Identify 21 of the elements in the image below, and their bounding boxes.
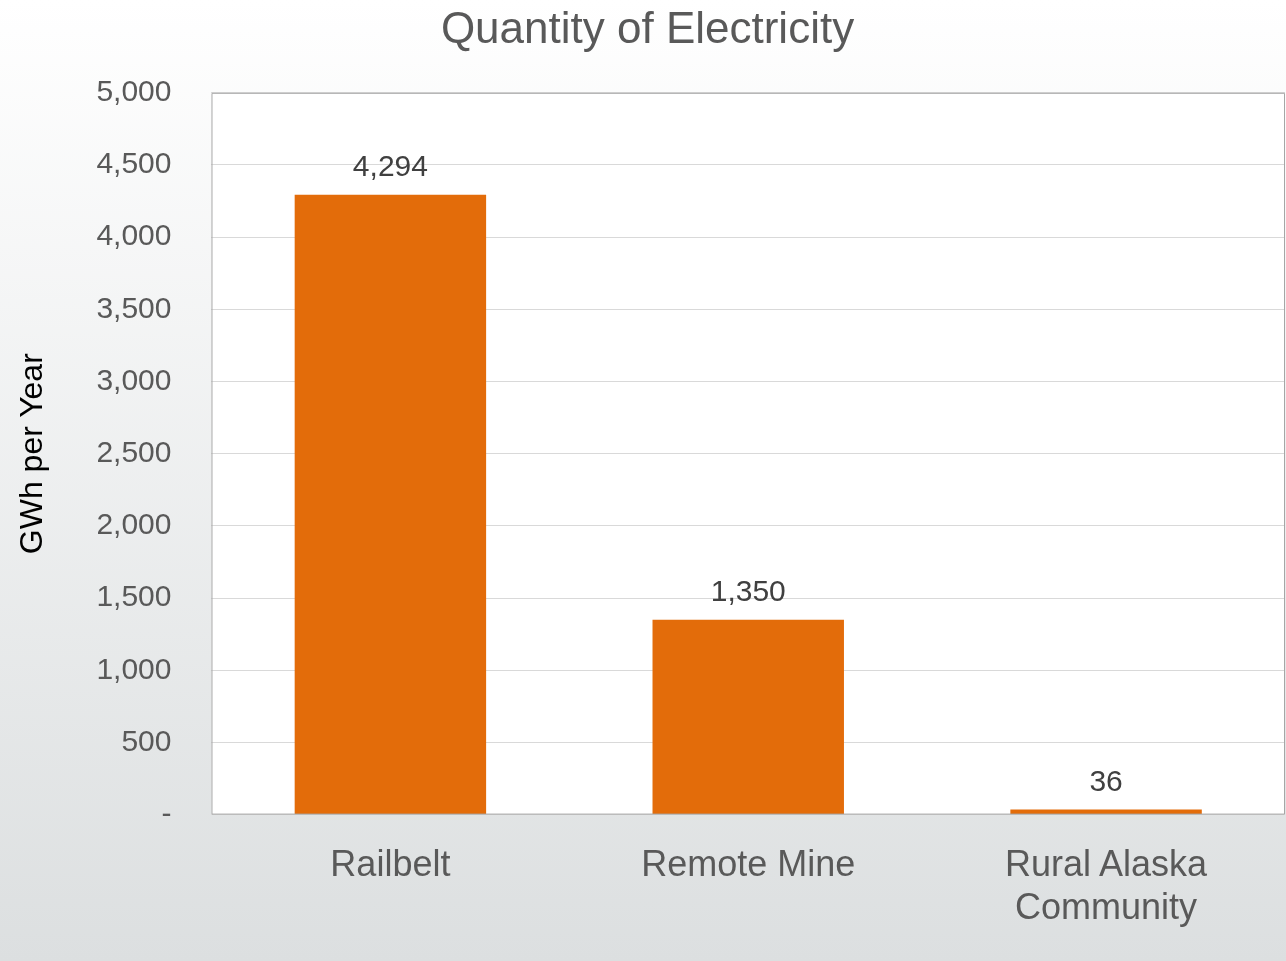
y-tick-label: 3,500: [96, 290, 172, 324]
chart-title: Quantity of Electricity: [440, 2, 855, 52]
y-tick-label: 4,000: [96, 218, 172, 252]
y-axis-title: GWh per Year: [13, 352, 50, 555]
y-tick-label: 2,500: [96, 434, 172, 468]
y-tick-label: 1,500: [96, 579, 172, 613]
y-tick-label: 5,000: [96, 74, 172, 108]
data-label: 4,294: [352, 148, 428, 182]
y-tick-label: 3,000: [96, 362, 172, 396]
x-tick-label: Rural Alaska Community: [1005, 843, 1209, 928]
y-tick-label: 4,500: [96, 146, 172, 180]
y-tick-label: 500: [121, 723, 172, 757]
bar: [294, 194, 487, 815]
y-tick-label: 1,000: [96, 651, 172, 685]
x-tick-label: Remote Mine: [641, 843, 856, 885]
bar: [652, 619, 844, 815]
data-label: 1,350: [710, 573, 786, 607]
data-label: 36: [1089, 763, 1123, 797]
x-tick-label: Railbelt: [330, 843, 451, 885]
y-tick-label: -: [161, 795, 172, 829]
y-tick-label: 2,000: [96, 507, 172, 541]
